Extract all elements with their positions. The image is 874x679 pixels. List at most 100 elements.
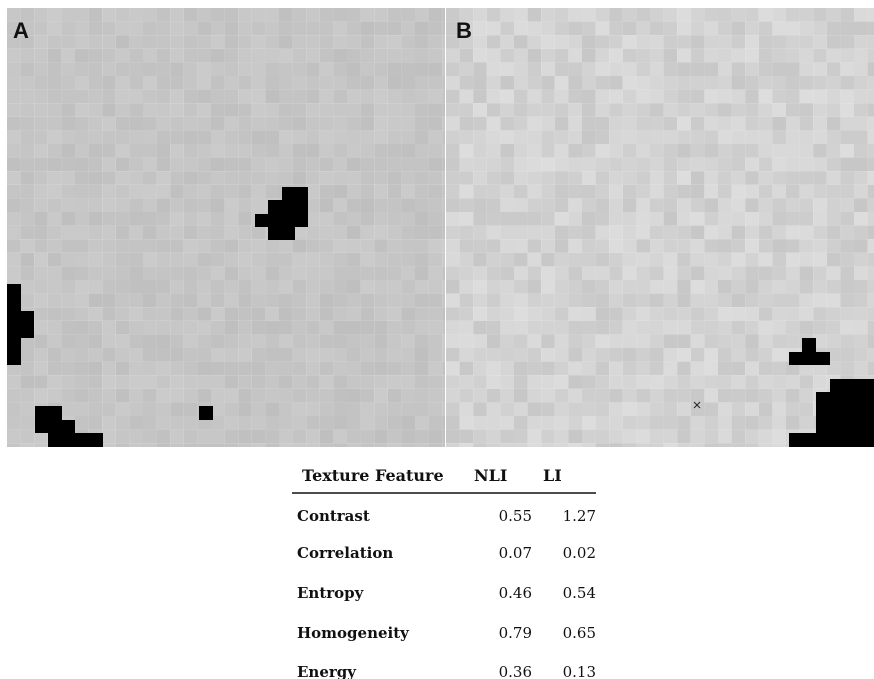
texture-cell xyxy=(184,35,198,49)
texture-cell xyxy=(745,76,759,90)
texture-cell xyxy=(609,49,623,63)
texture-cell xyxy=(596,8,610,22)
texture-cell xyxy=(650,239,664,253)
texture-cell xyxy=(868,22,874,36)
texture-cell xyxy=(840,76,854,90)
texture-cell xyxy=(238,266,252,280)
texture-cell xyxy=(320,103,334,117)
texture-cell xyxy=(541,294,555,308)
texture-cell xyxy=(487,226,501,240)
texture-cell xyxy=(170,253,184,267)
texture-cell xyxy=(528,117,542,131)
texture-cell xyxy=(800,90,814,104)
texture-cell xyxy=(691,280,705,294)
texture-cell xyxy=(429,348,443,362)
texture-cell xyxy=(415,144,429,158)
texture-cell xyxy=(34,90,48,104)
texture-cell xyxy=(609,239,623,253)
texture-cell xyxy=(197,375,211,389)
texture-cell xyxy=(500,430,514,444)
texture-cell xyxy=(772,375,786,389)
texture-cell xyxy=(388,144,402,158)
texture-cell xyxy=(487,334,501,348)
texture-cell xyxy=(854,253,868,267)
texture-cell xyxy=(813,62,827,76)
texture-cell xyxy=(102,402,116,416)
texture-cell xyxy=(442,198,445,212)
texture-cell xyxy=(89,212,103,226)
texture-cell xyxy=(170,117,184,131)
texture-cell xyxy=(347,375,361,389)
texture-cell xyxy=(732,402,746,416)
texture-cell xyxy=(500,212,514,226)
texture-image-b xyxy=(446,8,874,447)
texture-cell xyxy=(252,49,266,63)
texture-cell xyxy=(541,239,555,253)
texture-cell xyxy=(211,8,225,22)
texture-cell xyxy=(184,402,198,416)
texture-cell xyxy=(184,348,198,362)
texture-cell xyxy=(677,171,691,185)
texture-cell xyxy=(460,90,474,104)
texture-cell xyxy=(347,294,361,308)
texture-cell xyxy=(664,158,678,172)
texture-cell xyxy=(238,90,252,104)
texture-cell xyxy=(732,212,746,226)
texture-cell xyxy=(759,144,773,158)
texture-cell xyxy=(157,8,171,22)
texture-cell xyxy=(677,362,691,376)
texture-cell xyxy=(691,389,705,403)
texture-cell xyxy=(89,280,103,294)
texture-cell xyxy=(442,348,445,362)
texture-cell xyxy=(333,266,347,280)
texture-cell xyxy=(786,375,800,389)
texture-cell xyxy=(279,416,293,430)
texture-cell xyxy=(320,90,334,104)
texture-cell xyxy=(75,117,89,131)
panel-label: B xyxy=(456,18,472,43)
texture-cell xyxy=(840,144,854,158)
texture-cell xyxy=(157,416,171,430)
texture-cell xyxy=(442,90,445,104)
texture-cell xyxy=(320,253,334,267)
cell-value: 1.27 xyxy=(563,507,596,525)
texture-cell xyxy=(361,239,375,253)
texture-cell xyxy=(225,130,239,144)
texture-cell xyxy=(772,130,786,144)
texture-cell xyxy=(48,103,62,117)
texture-cell xyxy=(388,117,402,131)
texture-cell xyxy=(333,212,347,226)
texture-cell xyxy=(650,8,664,22)
texture-cell xyxy=(528,62,542,76)
texture-cell xyxy=(75,76,89,90)
texture-cell xyxy=(415,226,429,240)
texture-cell xyxy=(772,362,786,376)
texture-cell xyxy=(89,130,103,144)
texture-cell xyxy=(528,334,542,348)
texture-cell xyxy=(582,402,596,416)
texture-cell xyxy=(347,321,361,335)
texture-cell xyxy=(293,117,307,131)
texture-cell xyxy=(582,76,596,90)
texture-cell xyxy=(568,171,582,185)
texture-cell xyxy=(401,430,415,444)
texture-cell xyxy=(211,76,225,90)
texture-cell xyxy=(102,130,116,144)
texture-cell xyxy=(772,158,786,172)
texture-cell xyxy=(170,130,184,144)
texture-cell xyxy=(320,239,334,253)
texture-cell xyxy=(361,321,375,335)
texture-cell xyxy=(718,22,732,36)
texture-cell xyxy=(306,22,320,36)
texture-cell xyxy=(75,103,89,117)
texture-cell xyxy=(293,389,307,403)
texture-cell xyxy=(374,430,388,444)
texture-cell xyxy=(623,103,637,117)
texture-cell xyxy=(252,35,266,49)
texture-cell xyxy=(238,144,252,158)
texture-cell xyxy=(555,348,569,362)
texture-cell xyxy=(388,416,402,430)
texture-cell xyxy=(704,103,718,117)
texture-cell xyxy=(102,430,116,444)
texture-cell xyxy=(225,389,239,403)
